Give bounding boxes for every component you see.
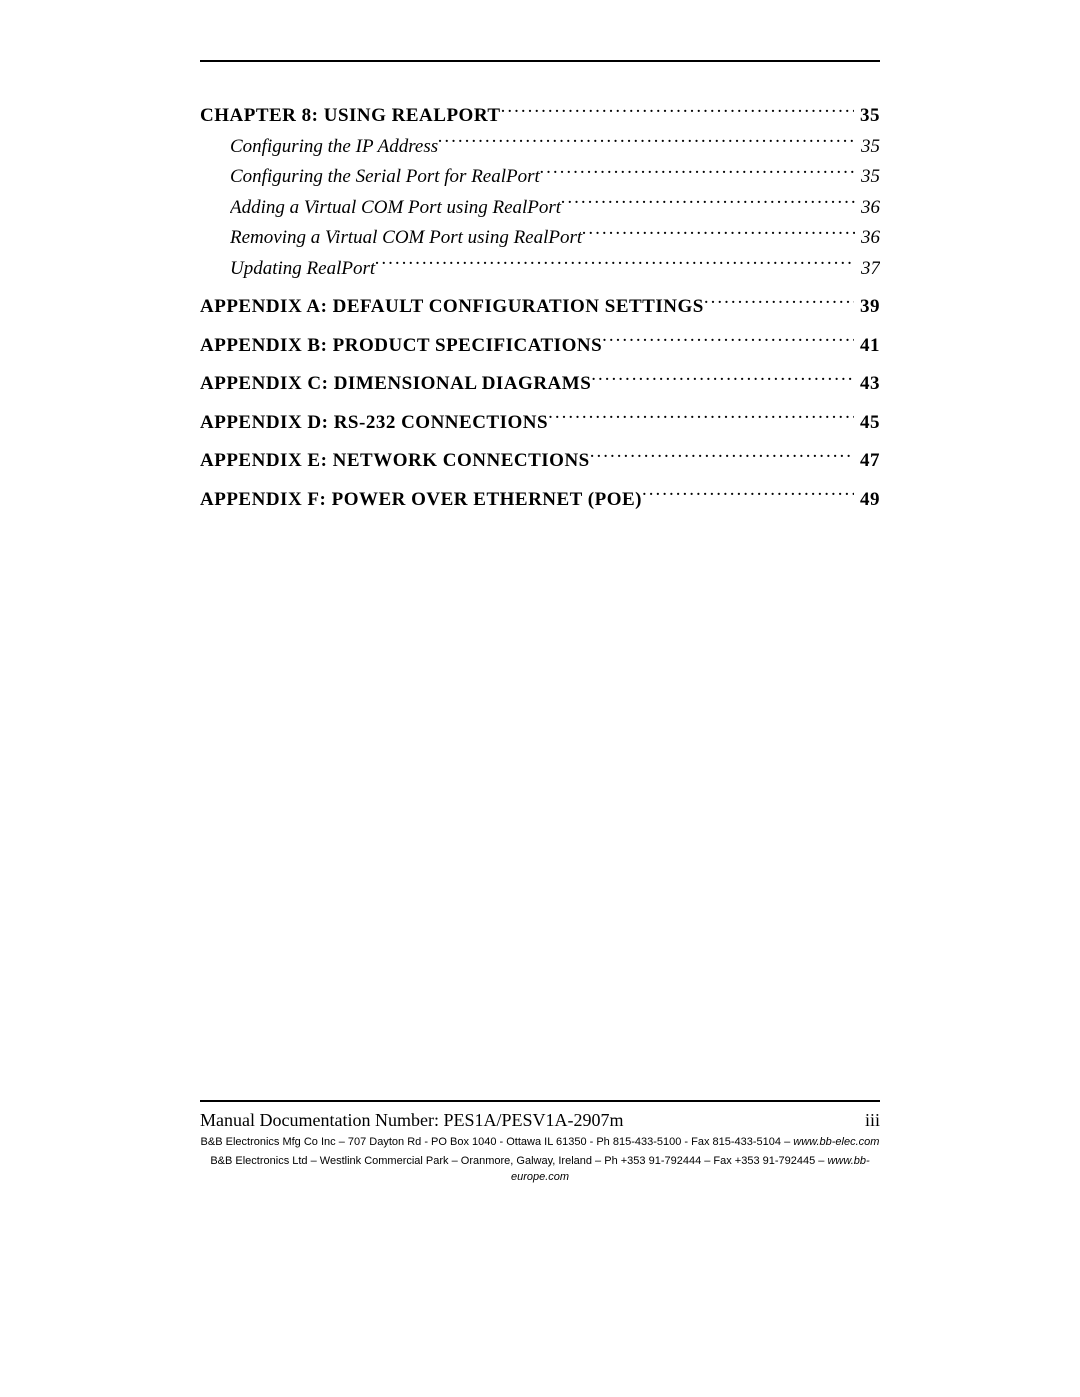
toc-leader-dots — [501, 102, 854, 121]
toc-entry-title: Configuring the Serial Port for RealPort — [230, 163, 540, 192]
toc-entry-title: Updating RealPort — [230, 255, 375, 284]
toc-chapter-row: APPENDIX B: PRODUCT SPECIFICATIONS 41 — [200, 332, 880, 361]
toc-entry-page: 35 — [855, 133, 880, 162]
toc-chapter-row: CHAPTER 8: USING REALPORT 35 — [200, 102, 880, 131]
toc-leader-dots — [602, 332, 854, 351]
bottom-rule — [200, 1100, 880, 1102]
toc-entry-title: APPENDIX A: DEFAULT CONFIGURATION SETTIN… — [200, 293, 704, 322]
table-of-contents: CHAPTER 8: USING REALPORT 35Configuring … — [200, 102, 880, 514]
toc-sub-row: Configuring the Serial Port for RealPort… — [230, 163, 880, 192]
top-rule — [200, 60, 880, 62]
toc-entry-title: APPENDIX F: POWER OVER ETHERNET (POE) — [200, 486, 642, 515]
toc-sub-row: Updating RealPort 37 — [230, 255, 880, 284]
toc-chapter-row: APPENDIX C: DIMENSIONAL DIAGRAMS 43 — [200, 370, 880, 399]
toc-chapter-row: APPENDIX D: RS-232 CONNECTIONS 45 — [200, 409, 880, 438]
toc-leader-dots — [548, 409, 854, 428]
toc-entry-title: Adding a Virtual COM Port using RealPort — [230, 194, 561, 223]
toc-chapter-row: APPENDIX A: DEFAULT CONFIGURATION SETTIN… — [200, 293, 880, 322]
toc-leader-dots — [642, 486, 854, 505]
toc-entry-page: 35 — [855, 163, 880, 192]
page-footer: Manual Documentation Number: PES1A/PESV1… — [200, 1100, 880, 1185]
toc-entry-title: Configuring the IP Address — [230, 133, 438, 162]
footer-address-2: B&B Electronics Ltd – Westlink Commercia… — [200, 1154, 880, 1185]
toc-entry-title: APPENDIX E: NETWORK CONNECTIONS — [200, 447, 590, 476]
doc-number: Manual Documentation Number: PES1A/PESV1… — [200, 1110, 623, 1131]
toc-entry-title: APPENDIX C: DIMENSIONAL DIAGRAMS — [200, 370, 591, 399]
toc-leader-dots — [590, 447, 854, 466]
toc-sub-row: Removing a Virtual COM Port using RealPo… — [230, 224, 880, 253]
toc-entry-title: APPENDIX B: PRODUCT SPECIFICATIONS — [200, 332, 602, 361]
toc-entry-page: 45 — [854, 409, 880, 438]
footer-line1-text: B&B Electronics Mfg Co Inc – 707 Dayton … — [201, 1136, 794, 1148]
toc-entry-page: 43 — [854, 370, 880, 399]
toc-entry-title: Removing a Virtual COM Port using RealPo… — [230, 224, 582, 253]
toc-entry-page: 35 — [854, 102, 880, 131]
toc-entry-page: 49 — [854, 486, 880, 515]
toc-entry-page: 36 — [855, 224, 880, 253]
footer-line2-text: B&B Electronics Ltd – Westlink Commercia… — [210, 1155, 827, 1167]
toc-leader-dots — [591, 370, 854, 389]
toc-chapter-row: APPENDIX E: NETWORK CONNECTIONS 47 — [200, 447, 880, 476]
toc-entry-page: 39 — [854, 293, 880, 322]
toc-leader-dots — [540, 163, 855, 182]
toc-leader-dots — [438, 133, 855, 152]
toc-leader-dots — [375, 255, 855, 274]
toc-leader-dots — [582, 224, 855, 243]
toc-entry-page: 41 — [854, 332, 880, 361]
toc-sub-row: Adding a Virtual COM Port using RealPort… — [230, 194, 880, 223]
document-page: CHAPTER 8: USING REALPORT 35Configuring … — [0, 0, 1080, 1397]
toc-entry-title: APPENDIX D: RS-232 CONNECTIONS — [200, 409, 548, 438]
footer-row: Manual Documentation Number: PES1A/PESV1… — [200, 1110, 880, 1131]
toc-entry-page: 37 — [855, 255, 880, 284]
toc-leader-dots — [561, 194, 855, 213]
toc-entry-page: 47 — [854, 447, 880, 476]
toc-chapter-row: APPENDIX F: POWER OVER ETHERNET (POE) 49 — [200, 486, 880, 515]
toc-entry-title: CHAPTER 8: USING REALPORT — [200, 102, 501, 131]
toc-entry-page: 36 — [855, 194, 880, 223]
toc-sub-row: Configuring the IP Address 35 — [230, 133, 880, 162]
footer-line1-url: www.bb-elec.com — [793, 1136, 879, 1148]
footer-address-1: B&B Electronics Mfg Co Inc – 707 Dayton … — [200, 1135, 880, 1150]
page-number: iii — [865, 1110, 880, 1131]
toc-leader-dots — [704, 293, 854, 312]
